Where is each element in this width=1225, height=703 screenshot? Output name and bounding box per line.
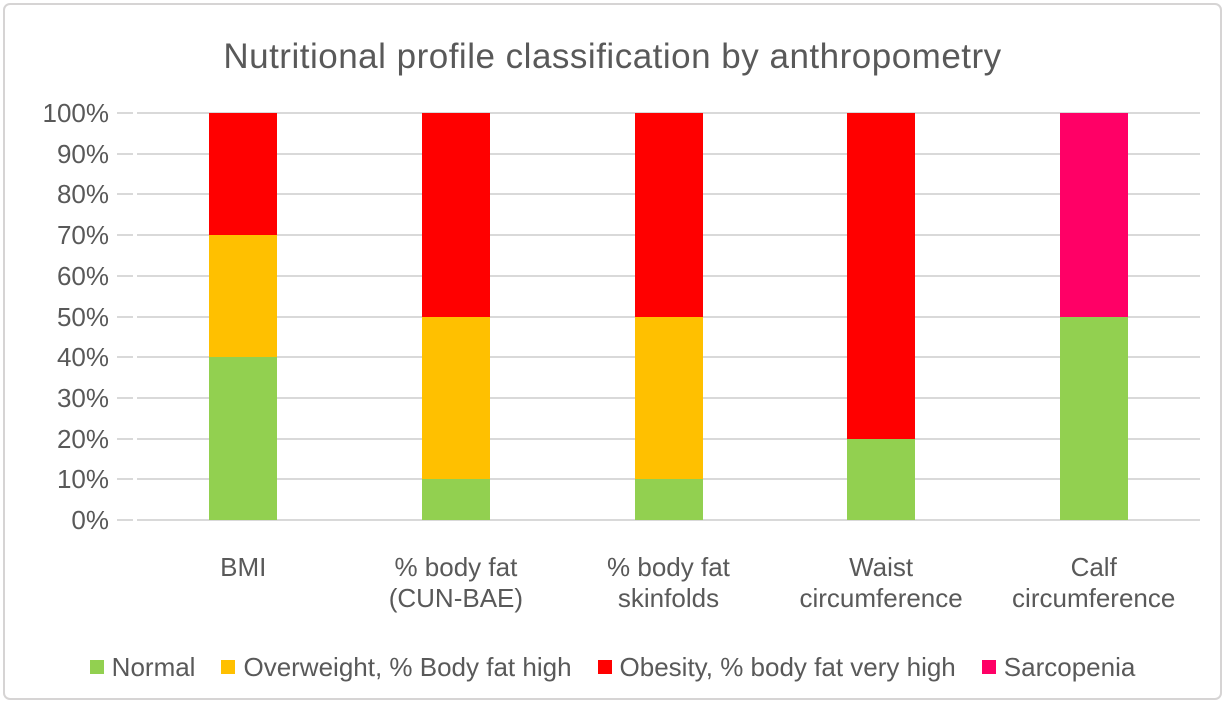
y-axis-tick-mark [117,274,133,277]
x-axis-label-line: Calf [1070,552,1117,582]
bar-segment-normal-calf-circumference [1059,316,1128,520]
x-axis-label-body-fat-cun-bae: % body fat (CUN-BAE) [350,552,563,614]
y-axis-tick-mark [117,437,133,440]
bar-segment-obesity-body-fat-very-high-bmi [209,113,278,236]
x-axis-label-line: % body fat [607,552,730,582]
bar-segment-normal-bmi [209,357,278,520]
y-axis-tick-mark [117,193,133,196]
y-axis-tick-label: 0% [71,505,109,535]
legend-label-sarcopenia: Sarcopenia [1003,651,1136,682]
y-axis-tick-mark [117,112,133,114]
y-axis-tick-label: 50% [56,301,109,332]
y-axis-tick-label: 30% [56,382,109,413]
legend-label-normal: Normal [111,651,196,682]
bar-segment-overweight-body-fat-high-body-fat-cun-bae [421,316,490,480]
legend-swatch-normal [89,660,104,674]
y-axis-tick-label: 20% [56,423,109,454]
y-axis-tick-label: 60% [56,260,109,291]
y-axis-tick-label: 10% [56,464,109,495]
y-axis-tick-mark [117,315,133,318]
legend-item-obesity-body-fat-very-high: Obesity, % body fat very high [597,651,956,683]
y-axis-tick-mark [117,152,133,155]
y-axis-tick-label: 40% [56,342,109,373]
bar-segment-sarcopenia-calf-circumference [1059,113,1128,317]
y-axis-tick-label: 80% [56,179,109,210]
chart-title: Nutritional profile classification by an… [223,37,1002,76]
x-axis-label-body-fat-skinfolds: % body fat skinfolds [562,552,775,614]
legend-item-overweight-body-fat-high: Overweight, % Body fat high [221,651,572,683]
legend-item-normal: Normal [89,651,196,683]
x-axis-label-line: circumference [799,583,963,613]
y-axis-tick-label: 70% [56,220,109,251]
legend-item-sarcopenia: Sarcopenia [981,651,1136,683]
chart-frame: Nutritional profile classification by an… [3,3,1222,700]
y-axis-tick-label: 90% [56,138,109,169]
y-axis-tick-mark [117,356,133,359]
x-axis-label-calf-circumference: Calf circumference [987,552,1200,614]
bar-segment-obesity-body-fat-very-high-body-fat-cun-bae [421,113,490,317]
x-axis-label-line: % body fat [394,552,518,582]
bar-segment-obesity-body-fat-very-high-waist-circumference [847,113,916,439]
y-axis-tick-mark [117,478,133,481]
legend-label-obesity-body-fat-very-high: Obesity, % body fat very high [619,651,956,682]
legend-label-overweight-body-fat-high: Overweight, % Body fat high [243,651,572,682]
bar-segment-overweight-body-fat-high-bmi [209,235,278,358]
bar-segment-overweight-body-fat-high-body-fat-skinfolds [634,316,703,480]
gridline [137,519,1200,521]
y-axis-tick-mark [117,519,133,521]
bar-segment-normal-body-fat-skinfolds [634,479,703,520]
y-axis-tick-mark [117,234,133,237]
x-axis-label-line: circumference [1012,583,1176,613]
legend-swatch-overweight-body-fat-high [221,660,236,674]
bar-segment-normal-body-fat-cun-bae [421,479,490,520]
x-axis-label-line: skinfolds [617,583,720,613]
y-axis-tick-mark [117,396,133,399]
legend-swatch-obesity-body-fat-very-high [597,660,612,674]
y-axis-tick-label: 100% [42,98,110,128]
x-axis-label-line: (CUN-BAE) [388,583,524,613]
bar-segment-obesity-body-fat-very-high-body-fat-skinfolds [634,113,703,317]
legend: Normal Overweight, % Body fat high Obesity… [5,648,1220,686]
x-axis-label-bmi: BMI [137,552,350,583]
legend-swatch-sarcopenia [981,660,996,674]
x-axis-label-line: BMI [220,552,267,582]
x-axis-label-line: Waist [849,552,914,582]
bar-segment-normal-waist-circumference [847,438,916,520]
x-axis-label-waist-circumference: Waist circumference [775,552,988,614]
